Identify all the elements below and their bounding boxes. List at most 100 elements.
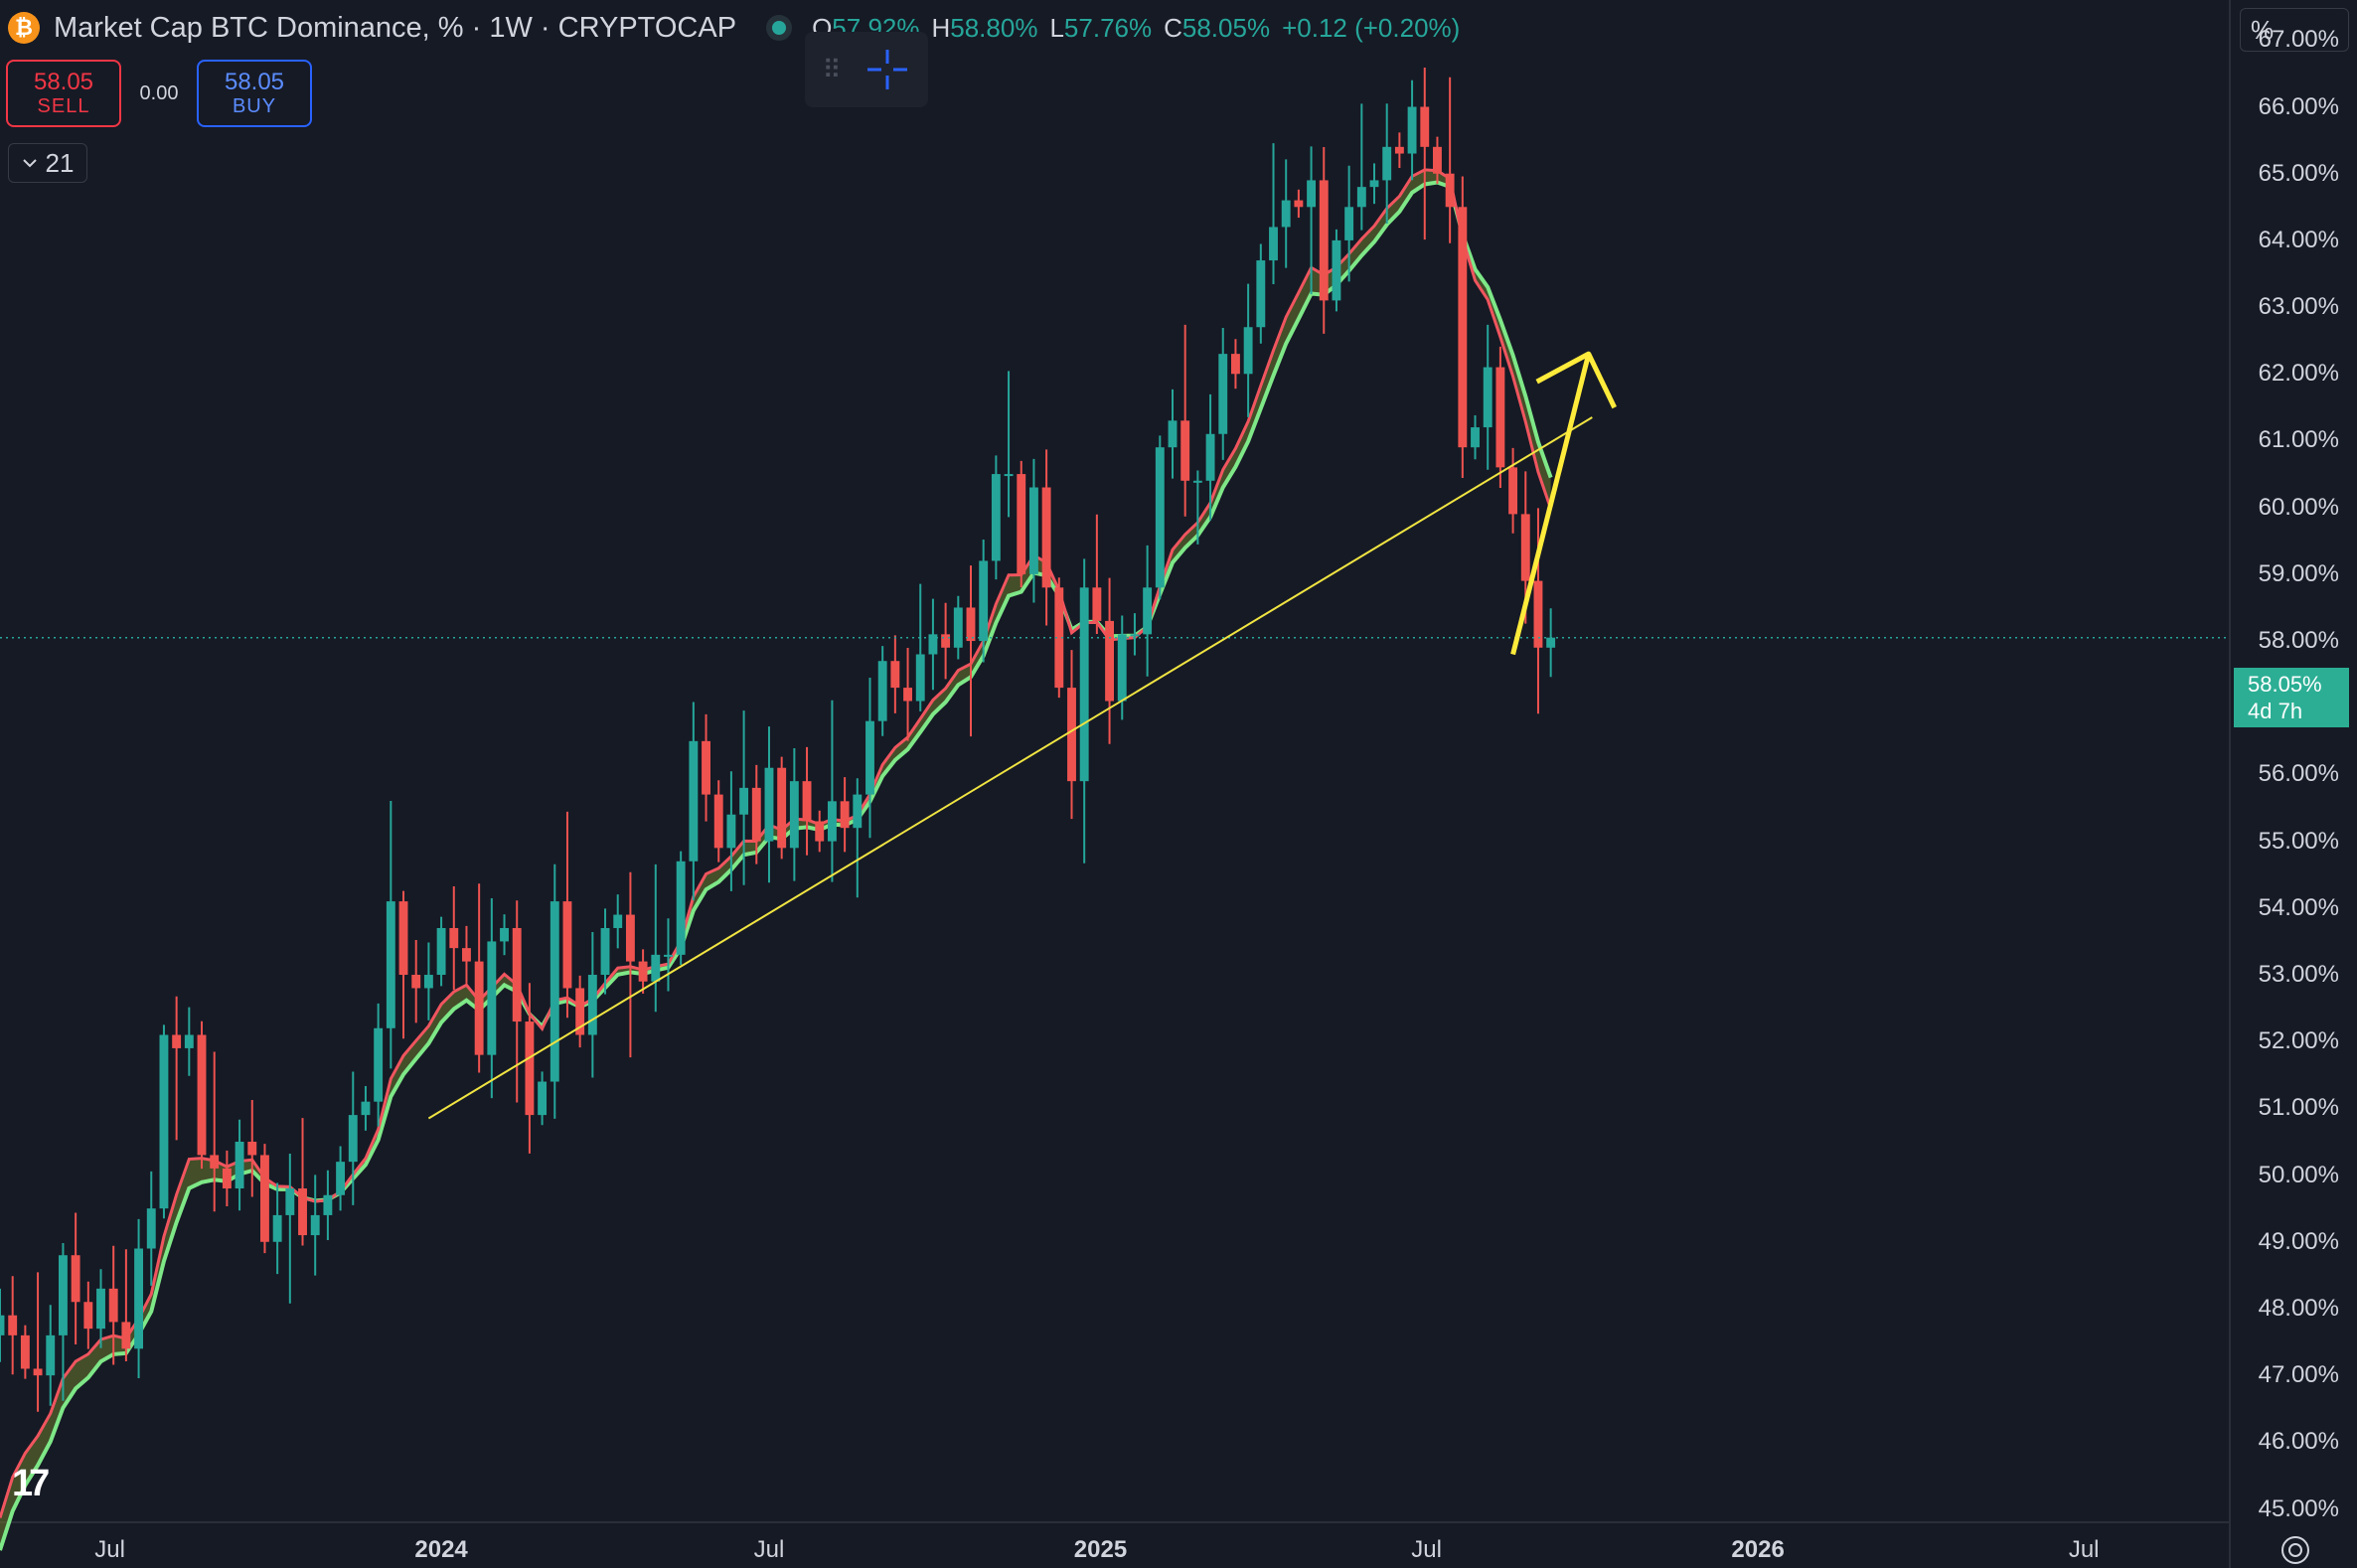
candle-body [1495, 367, 1505, 468]
candle-body [184, 1034, 194, 1048]
settings-gear-icon[interactable] [2281, 1536, 2309, 1564]
candle-body [702, 740, 710, 795]
drag-handle-icon[interactable]: ⠿ [822, 54, 842, 84]
candle-body [789, 781, 799, 849]
candle-body [840, 801, 850, 829]
candle-body [890, 661, 900, 689]
candle-body [562, 901, 572, 989]
candle-body [323, 1194, 333, 1215]
candle-body [777, 767, 787, 849]
candle-body [1130, 634, 1140, 637]
candle-body [172, 1034, 182, 1048]
candle-body [587, 975, 597, 1035]
price-tick-label: 62.00% [2258, 360, 2339, 388]
candle-body [272, 1214, 282, 1242]
candle-body [815, 821, 825, 842]
candles [0, 67, 1556, 1412]
price-tick-label: 48.00% [2258, 1294, 2339, 1322]
candle-body [651, 954, 661, 982]
price-tick-label: 55.00% [2258, 827, 2339, 855]
last-price-badge: 58.05% 4d 7h [2234, 668, 2349, 727]
candle-body [600, 927, 610, 976]
candle-body [1028, 487, 1038, 574]
candle-body [827, 801, 837, 842]
chart-title[interactable]: Market Cap BTC Dominance, % · 1W · CRYPT… [54, 11, 737, 44]
buy-button[interactable]: 58.05 BUY [197, 60, 312, 127]
candle-body [159, 1034, 169, 1209]
candle-body [1382, 146, 1392, 181]
candle-body [374, 1027, 384, 1102]
candle-body [1041, 487, 1051, 588]
buy-price: 58.05 [224, 68, 285, 95]
candle-body [222, 1168, 232, 1189]
bitcoin-coin-icon[interactable]: ₿ [8, 12, 40, 44]
candle-body [1117, 634, 1127, 702]
candle-body [1168, 420, 1178, 448]
sell-button[interactable]: 58.05 SELL [6, 60, 121, 127]
floating-toolbar[interactable]: ⠿ [805, 32, 928, 107]
low-value: 57.76% [1063, 12, 1153, 43]
candle-body [1180, 420, 1190, 481]
candle-body [1243, 327, 1253, 375]
ema-ribbon [0, 168, 1553, 1551]
candle-body [336, 1162, 346, 1195]
candle-body [525, 1021, 535, 1116]
projection-arrow-shaft [1510, 353, 1592, 656]
price-tick-label: 46.00% [2258, 1428, 2339, 1456]
spread-value: 0.00 [139, 81, 179, 104]
candle-body [121, 1322, 131, 1349]
candle-body [1394, 146, 1404, 154]
candle-body [386, 901, 395, 1028]
candle-body [474, 961, 484, 1055]
candle-body [134, 1248, 144, 1349]
candle-body [361, 1101, 371, 1116]
candle-body [1420, 106, 1430, 147]
candle-body [1294, 200, 1304, 208]
price-tick-label: 54.00% [2258, 893, 2339, 921]
price-tick-label: 50.00% [2258, 1161, 2339, 1188]
crosshair-icon[interactable] [864, 46, 911, 93]
candle-body [575, 988, 585, 1035]
candle-body [1332, 239, 1341, 301]
chevron-down-icon [22, 159, 37, 168]
price-tick-label: 63.00% [2258, 293, 2339, 321]
time-tick-label: Jul [2068, 1536, 2100, 1563]
candle-body [436, 927, 446, 976]
candle-body [1433, 146, 1442, 174]
candle-body [20, 1334, 30, 1369]
candle-body [462, 948, 471, 962]
candle-body [613, 914, 623, 928]
scale-mode-label: % [2251, 14, 2275, 45]
indicator-count: 21 [45, 147, 75, 178]
candle-body [235, 1142, 244, 1189]
candle-body [1546, 637, 1556, 648]
market-status-icon[interactable] [766, 15, 793, 41]
chart-header: ₿ Market Cap BTC Dominance, % · 1W · CRY… [8, 8, 1460, 48]
candle-body [1231, 354, 1240, 375]
candle-body [1269, 227, 1278, 261]
candle-body [764, 767, 774, 842]
candle-body [1445, 173, 1455, 208]
candle-body [71, 1255, 80, 1303]
candle-body [411, 975, 421, 989]
indicator-toggle[interactable]: 21 [8, 143, 87, 183]
candle-body [1356, 187, 1366, 208]
candle-body [500, 927, 509, 942]
price-tick-label: 47.00% [2258, 1361, 2339, 1389]
candle-body [1079, 587, 1089, 782]
candle-body [853, 794, 863, 829]
candle-body [348, 1115, 358, 1163]
candle-body [0, 1315, 5, 1335]
tradingview-logo[interactable]: 17 [12, 1463, 50, 1504]
candle-body [1533, 580, 1543, 648]
candle-body [1508, 467, 1518, 515]
last-price-value: 58.05% [2248, 671, 2322, 697]
time-tick-label: 2024 [414, 1536, 468, 1563]
candle-body [310, 1214, 320, 1236]
scale-mode-button[interactable]: % [2240, 8, 2349, 52]
support-trendline [427, 416, 1593, 1120]
candle-body [33, 1368, 43, 1376]
candle-body [449, 927, 459, 949]
projection-arrow-head [1535, 351, 1617, 409]
